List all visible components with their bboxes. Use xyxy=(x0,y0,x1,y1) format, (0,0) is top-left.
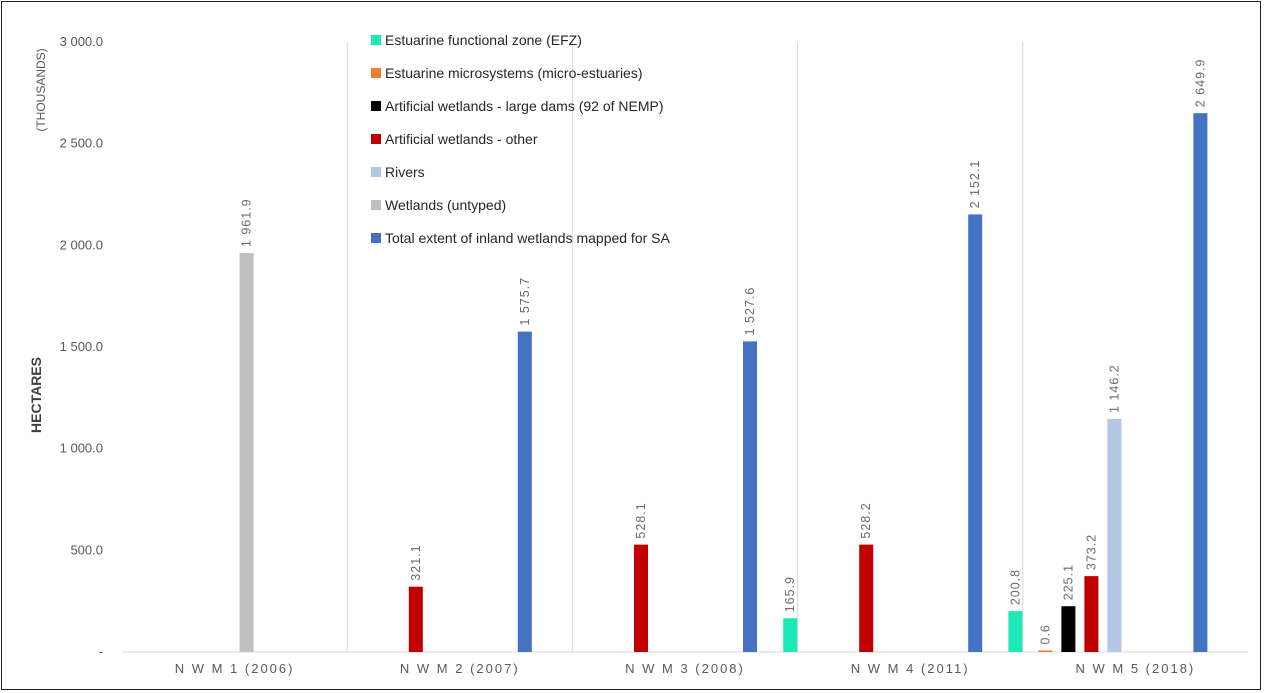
bar xyxy=(859,544,874,652)
legend-label: Wetlands (untyped) xyxy=(385,197,506,213)
data-label: 1 527.6 xyxy=(743,287,757,336)
data-label: 528.1 xyxy=(634,502,648,538)
y-axis-title: HECTARES xyxy=(28,357,44,433)
data-label: 200.8 xyxy=(1008,569,1022,605)
legend-swatch xyxy=(371,233,381,243)
category-separators xyxy=(122,42,1248,653)
data-label: 1 575.7 xyxy=(518,277,532,326)
legend: Estuarine functional zone (EFZ) Estuarine… xyxy=(371,32,671,246)
bar xyxy=(1084,576,1099,652)
bar xyxy=(783,618,798,652)
legend-label: Total extent of inland wetlands mapped f… xyxy=(385,230,671,246)
data-label: 1 146.2 xyxy=(1107,364,1121,413)
bar xyxy=(968,214,983,653)
legend-swatch xyxy=(371,35,381,45)
legend-label: Rivers xyxy=(385,164,425,180)
y-tick-label: 1 000.0 xyxy=(60,441,103,456)
bars xyxy=(239,113,1208,653)
data-label: 0.6 xyxy=(1038,624,1052,644)
data-labels: 165.9 200.8 0.6 225.1 321.1 528.1 528.2 373.2 1 … xyxy=(240,58,1208,644)
y-tick-label: 2 000.0 xyxy=(60,237,103,252)
data-label: 1 961.9 xyxy=(240,198,254,247)
legend-swatch xyxy=(371,101,381,111)
bar xyxy=(408,586,423,652)
x-tick-label: N W M 5 (2018) xyxy=(1076,661,1196,676)
data-label: 225.1 xyxy=(1061,564,1075,600)
y-tick-label: 3 000.0 xyxy=(60,34,103,49)
legend-swatch xyxy=(371,134,381,144)
data-label: 528.2 xyxy=(859,502,873,538)
legend-swatch xyxy=(371,68,381,78)
bar xyxy=(1193,113,1208,652)
y-tick-label: 500.0 xyxy=(70,542,103,557)
bar xyxy=(1038,650,1053,652)
data-label: 2 152.1 xyxy=(968,160,982,209)
legend-label: Estuarine functional zone (EFZ) xyxy=(385,32,582,48)
data-label: 165.9 xyxy=(783,576,797,612)
y-axis-ticks: - 500.0 1 000.0 1 500.0 2 000.0 2 500.0 3 000.… xyxy=(60,34,103,659)
y-tick-label: 1 500.0 xyxy=(60,339,103,354)
legend-label: Artificial wetlands - large dams (92 of … xyxy=(385,98,664,114)
bar xyxy=(239,253,254,653)
legend-label: Estuarine microsystems (micro-estuaries) xyxy=(385,65,643,81)
bar xyxy=(634,544,648,652)
data-label: 373.2 xyxy=(1084,534,1098,570)
data-label: 2 649.9 xyxy=(1193,58,1207,107)
x-axis-categories: N W M 1 (2006) N W M 2 (2007) N W M 3 (200… xyxy=(175,661,1196,676)
bar xyxy=(743,341,757,652)
data-label: 321.1 xyxy=(409,544,423,580)
x-tick-label: N W M 2 (2007) xyxy=(400,661,520,676)
x-tick-label: N W M 3 (2008) xyxy=(625,661,745,676)
y-axis-unit: (THOUSANDS) xyxy=(34,48,48,131)
bar xyxy=(1061,606,1076,652)
legend-label: Artificial wetlands - other xyxy=(385,131,538,147)
legend-swatch xyxy=(371,167,381,177)
legend-swatch xyxy=(371,200,381,210)
bar xyxy=(517,331,532,652)
bar xyxy=(1107,418,1122,652)
x-tick-label: N W M 1 (2006) xyxy=(175,661,295,676)
bar xyxy=(1008,611,1023,652)
y-tick-label: 2 500.0 xyxy=(60,136,103,151)
y-tick-label: - xyxy=(99,644,103,659)
x-tick-label: N W M 4 (2011) xyxy=(851,661,970,676)
